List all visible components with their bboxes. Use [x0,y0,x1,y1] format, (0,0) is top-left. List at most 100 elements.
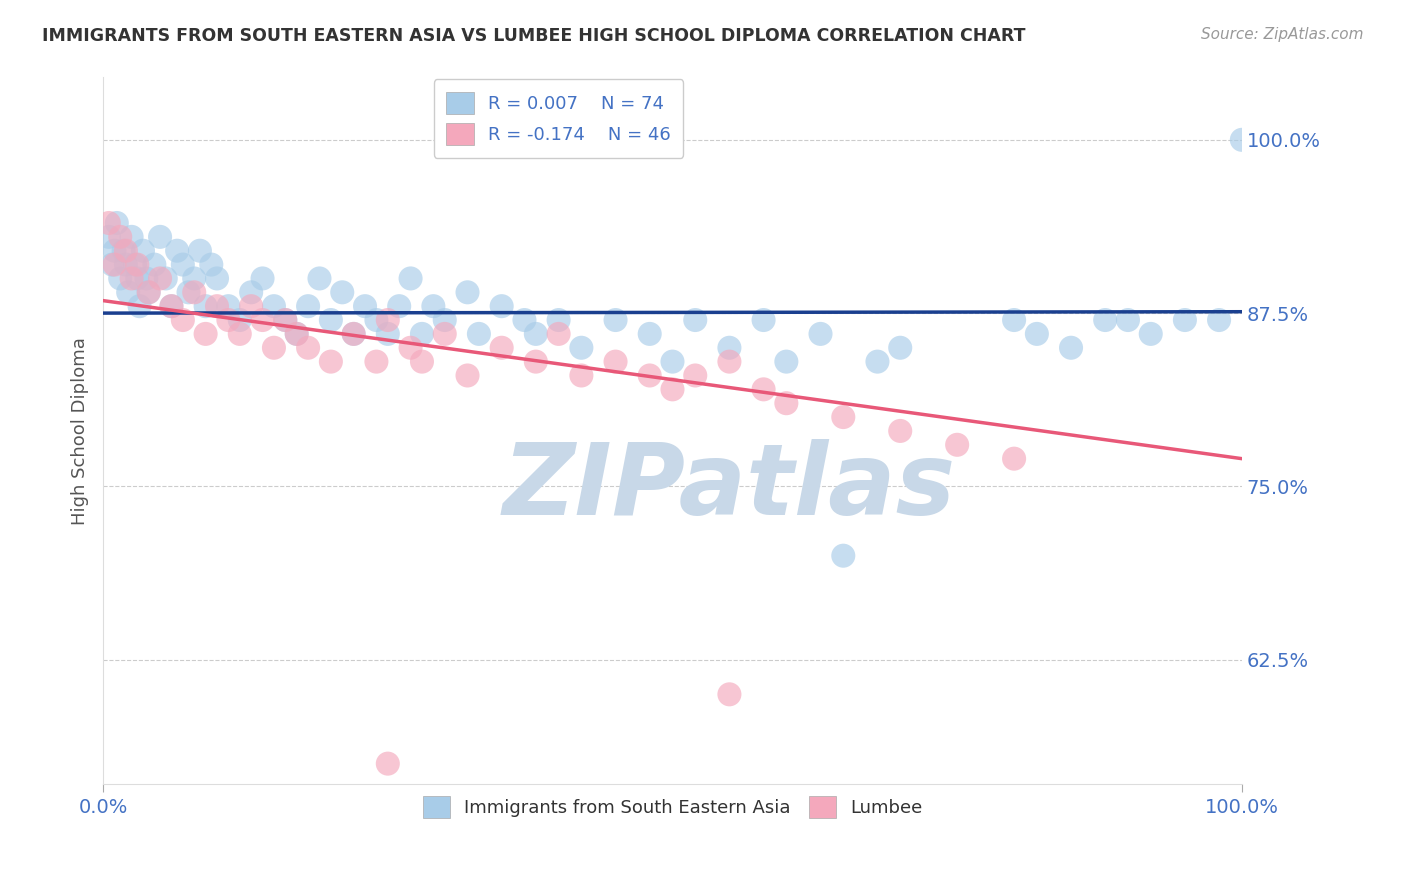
Point [115,258,138,272]
Point [354,299,377,313]
Point [115,244,138,258]
Point [149,271,172,285]
Point [101,258,124,272]
Point [661,354,683,368]
Point [457,368,479,383]
Point [319,354,342,368]
Point [177,285,200,300]
Point [252,313,274,327]
Text: IMMIGRANTS FROM SOUTH EASTERN ASIA VS LUMBEE HIGH SCHOOL DIPLOMA CORRELATION CHA: IMMIGRANTS FROM SOUTH EASTERN ASIA VS LU… [42,27,1026,45]
Point [832,410,855,425]
Point [775,354,797,368]
Point [377,326,399,341]
Point [217,313,239,327]
Point [491,299,513,313]
Point [683,313,706,327]
Point [889,424,911,438]
Point [1094,313,1116,327]
Point [205,271,228,285]
Point [330,285,353,300]
Point [217,299,239,313]
Point [97,216,120,230]
Point [605,313,627,327]
Point [1025,326,1047,341]
Point [200,258,222,272]
Point [468,326,491,341]
Point [752,313,775,327]
Point [547,313,569,327]
Point [377,756,399,771]
Point [117,285,139,300]
Point [1116,313,1139,327]
Point [160,299,183,313]
Point [1208,313,1230,327]
Point [240,299,263,313]
Point [194,326,217,341]
Point [411,354,433,368]
Point [194,299,217,313]
Point [718,341,741,355]
Point [366,313,388,327]
Point [143,258,166,272]
Point [524,354,547,368]
Legend: Immigrants from South Eastern Asia, Lumbee: Immigrants from South Eastern Asia, Lumb… [415,789,929,825]
Point [135,271,157,285]
Point [149,230,172,244]
Point [240,285,263,300]
Point [571,368,593,383]
Point [108,230,131,244]
Point [297,299,319,313]
Point [491,341,513,355]
Point [103,244,125,258]
Point [1139,326,1161,341]
Point [166,244,188,258]
Point [377,313,399,327]
Point [1002,313,1025,327]
Point [124,258,146,272]
Point [285,326,308,341]
Point [457,285,479,300]
Point [661,382,683,396]
Point [183,285,205,300]
Y-axis label: High School Diploma: High School Diploma [72,337,89,524]
Point [229,313,252,327]
Point [160,299,183,313]
Point [605,354,627,368]
Point [343,326,366,341]
Point [571,341,593,355]
Point [252,271,274,285]
Point [205,299,228,313]
Point [263,341,285,355]
Point [263,299,285,313]
Point [433,313,456,327]
Point [127,271,149,285]
Point [1230,133,1253,147]
Point [683,368,706,383]
Point [183,271,205,285]
Point [229,326,252,341]
Point [718,687,741,701]
Point [103,258,125,272]
Point [1002,451,1025,466]
Text: Source: ZipAtlas.com: Source: ZipAtlas.com [1201,27,1364,42]
Point [138,285,160,300]
Text: ZIPatlas: ZIPatlas [503,439,956,536]
Point [889,341,911,355]
Point [513,313,536,327]
Point [285,326,308,341]
Point [128,299,150,313]
Point [399,341,422,355]
Point [810,326,832,341]
Point [274,313,297,327]
Point [105,216,128,230]
Point [188,244,211,258]
Point [121,271,143,285]
Point [638,326,661,341]
Point [1060,341,1083,355]
Point [127,258,149,272]
Point [366,354,388,368]
Point [832,549,855,563]
Point [1174,313,1197,327]
Point [319,313,342,327]
Point [866,354,889,368]
